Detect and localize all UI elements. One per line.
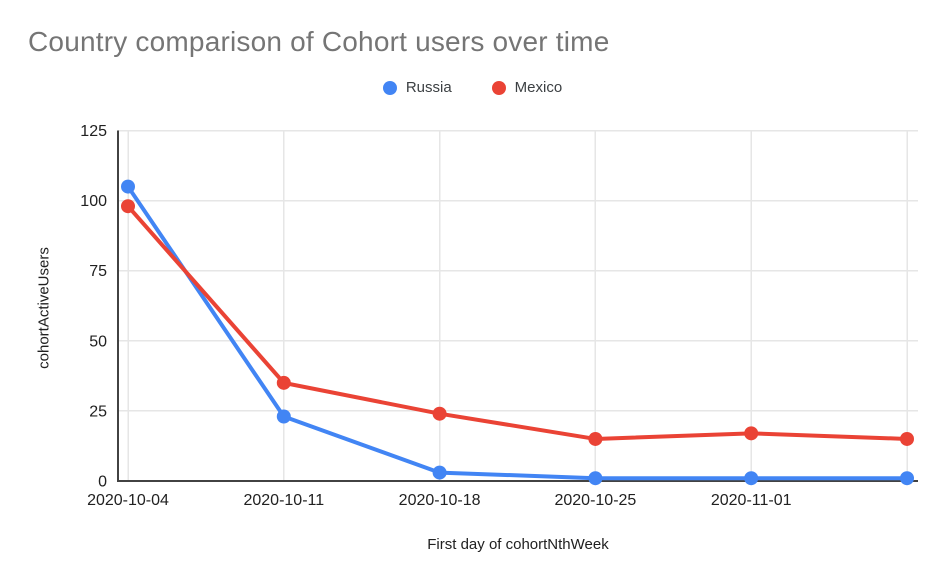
y-tick-label: 75: [89, 263, 107, 280]
mexico-point[interactable]: [276, 375, 291, 390]
legend-dot-mexico-icon: [491, 80, 506, 95]
russia-point[interactable]: [900, 471, 914, 486]
x-tick-label: 2020-10-04: [87, 492, 169, 509]
x-tick-label: 2020-10-18: [399, 492, 481, 509]
y-axis-title: cohortActiveUsers: [35, 247, 53, 369]
x-tick-label: 2020-10-11: [243, 492, 324, 509]
legend-label-mexico: Mexico: [514, 79, 563, 96]
mexico-line: [126, 204, 909, 441]
mexico-point[interactable]: [588, 431, 603, 446]
russia-point[interactable]: [588, 471, 603, 486]
russia-line: [126, 184, 909, 481]
x-tick-label: 2020-10-25: [554, 492, 636, 509]
mexico-point[interactable]: [744, 426, 759, 441]
y-tick-label: 50: [89, 333, 107, 350]
y-tick-label: 100: [80, 193, 107, 210]
mexico-point[interactable]: [432, 406, 447, 421]
y-tick-label: 0: [98, 474, 107, 491]
y-tick-label: 25: [89, 403, 107, 420]
legend-item-mexico[interactable]: Mexico: [491, 79, 563, 96]
mexico-point[interactable]: [121, 199, 135, 214]
chart-title: Country comparison of Cohort users over …: [28, 26, 610, 57]
mexico-point[interactable]: [900, 431, 914, 446]
russia-point[interactable]: [276, 409, 291, 424]
legend-item-russia[interactable]: Russia: [382, 79, 452, 96]
russia-point[interactable]: [121, 179, 135, 194]
russia-point[interactable]: [744, 471, 759, 486]
legend-dot-russia-icon: [382, 80, 397, 95]
y-tick-label: 125: [80, 123, 107, 140]
russia-point[interactable]: [432, 465, 447, 480]
chart-legend: Russia Mexico: [0, 79, 945, 96]
x-tick-label: 2020-11-01: [711, 492, 792, 509]
legend-label-russia: Russia: [405, 79, 452, 96]
x-axis-title: First day of cohortNthWeek: [427, 536, 609, 553]
